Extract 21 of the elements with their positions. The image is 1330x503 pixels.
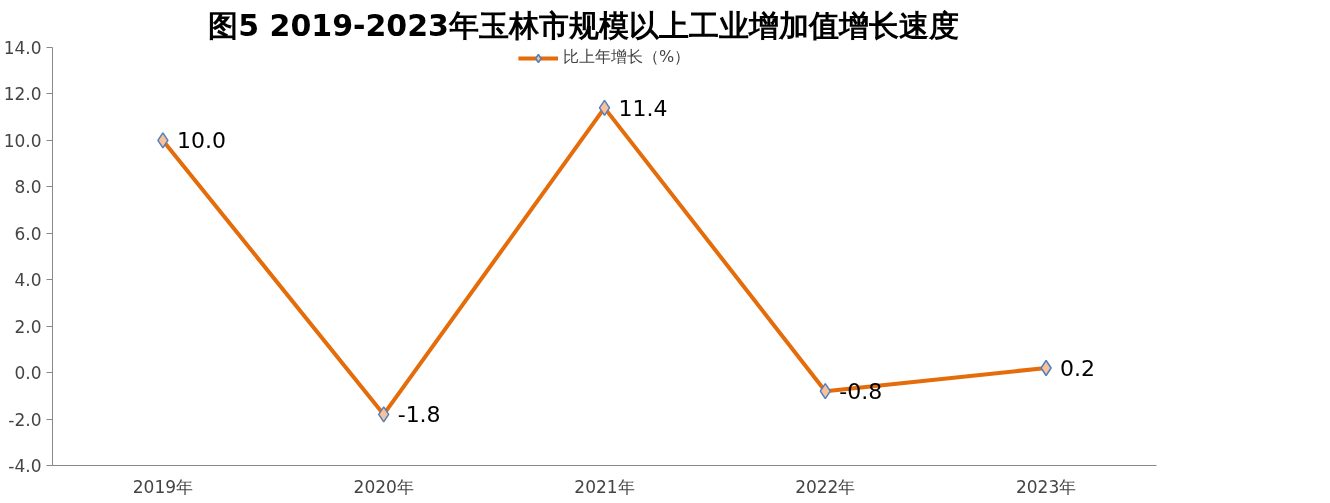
y-tick-label: 12.0 xyxy=(3,84,42,105)
x-tick-label: 2019年 xyxy=(132,476,194,497)
x-tick-label: 2023年 xyxy=(1015,476,1077,497)
y-tick-label: 10.0 xyxy=(3,130,42,151)
y-tick-label: 2.0 xyxy=(14,316,42,337)
y-tick-label: 0.0 xyxy=(14,363,42,384)
data-label: 10.0 xyxy=(176,128,226,154)
data-label: 11.4 xyxy=(618,95,668,121)
y-tick-label: 8.0 xyxy=(14,177,42,198)
data-label: -1.8 xyxy=(397,402,441,428)
chart-title: 图5 2019-2023年玉林市规模以上工业增加值增长速度 xyxy=(208,7,959,43)
x-tick-label: 2020年 xyxy=(353,476,414,497)
y-tick-label: -4.0 xyxy=(8,456,42,476)
legend-label: 比上年增长（%） xyxy=(562,47,691,68)
data-label: 0.2 xyxy=(1060,355,1096,381)
y-tick-label: 4.0 xyxy=(14,270,42,291)
x-tick-label: 2022年 xyxy=(795,476,856,497)
y-tick-label: 6.0 xyxy=(14,223,42,244)
y-tick-label: 14.0 xyxy=(3,38,42,58)
y-tick-label: -2.0 xyxy=(8,409,42,430)
x-tick-label: 2021年 xyxy=(574,476,635,497)
